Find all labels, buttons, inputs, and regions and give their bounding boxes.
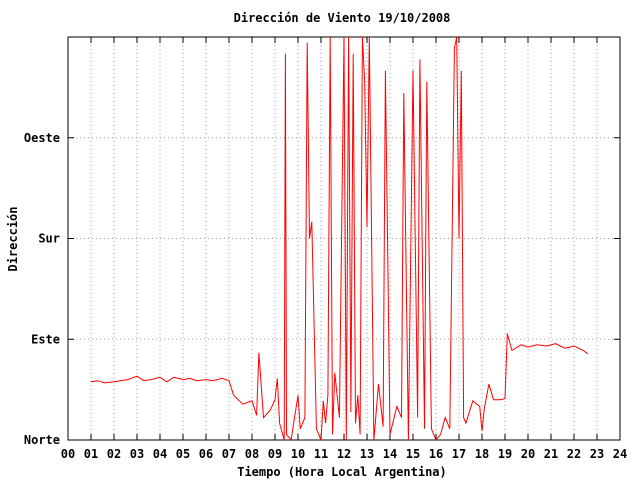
x-tick-label: 18 — [475, 447, 489, 461]
x-tick-label: 24 — [613, 447, 627, 461]
y-tick-label: Norte — [24, 433, 60, 447]
grid — [68, 37, 620, 440]
x-tick-label: 22 — [567, 447, 581, 461]
x-tick-label: 03 — [130, 447, 144, 461]
x-tick-label: 04 — [153, 447, 167, 461]
x-tick-label: 20 — [521, 447, 535, 461]
x-tick-label: 13 — [360, 447, 374, 461]
y-axis: Norte Este Sur Oeste — [24, 131, 620, 447]
y-axis-title: Dirección — [6, 206, 20, 271]
x-tick-label: 01 — [84, 447, 98, 461]
x-tick-label: 05 — [176, 447, 190, 461]
x-tick-label: 07 — [222, 447, 236, 461]
x-tick-label: 09 — [268, 447, 282, 461]
x-tick-label: 12 — [337, 447, 351, 461]
x-tick-label: 21 — [544, 447, 558, 461]
x-axis-title: Tiempo (Hora Local Argentina) — [237, 465, 447, 479]
y-tick-label: Sur — [38, 232, 60, 246]
x-tick-label: 14 — [383, 447, 397, 461]
x-tick-label: 16 — [429, 447, 443, 461]
x-tick-label: 19 — [498, 447, 512, 461]
x-tick-label: 08 — [245, 447, 259, 461]
y-tick-label: Oeste — [24, 131, 60, 145]
x-tick-label: 00 — [61, 447, 75, 461]
x-tick-label: 10 — [291, 447, 305, 461]
x-tick-label: 11 — [314, 447, 328, 461]
series-line — [90, 36, 589, 442]
chart-title: Dirección de Viento 19/10/2008 — [234, 11, 451, 25]
x-tick-label: 17 — [452, 447, 466, 461]
x-tick-label: 15 — [406, 447, 420, 461]
x-tick-label: 02 — [107, 447, 121, 461]
x-axis: 00 01 02 03 04 05 06 07 08 09 10 11 12 13 14 15 16 17 18 19… — [61, 37, 627, 461]
x-tick-label: 23 — [590, 447, 604, 461]
y-tick-label: Este — [31, 332, 60, 346]
x-tick-label: 06 — [199, 447, 213, 461]
